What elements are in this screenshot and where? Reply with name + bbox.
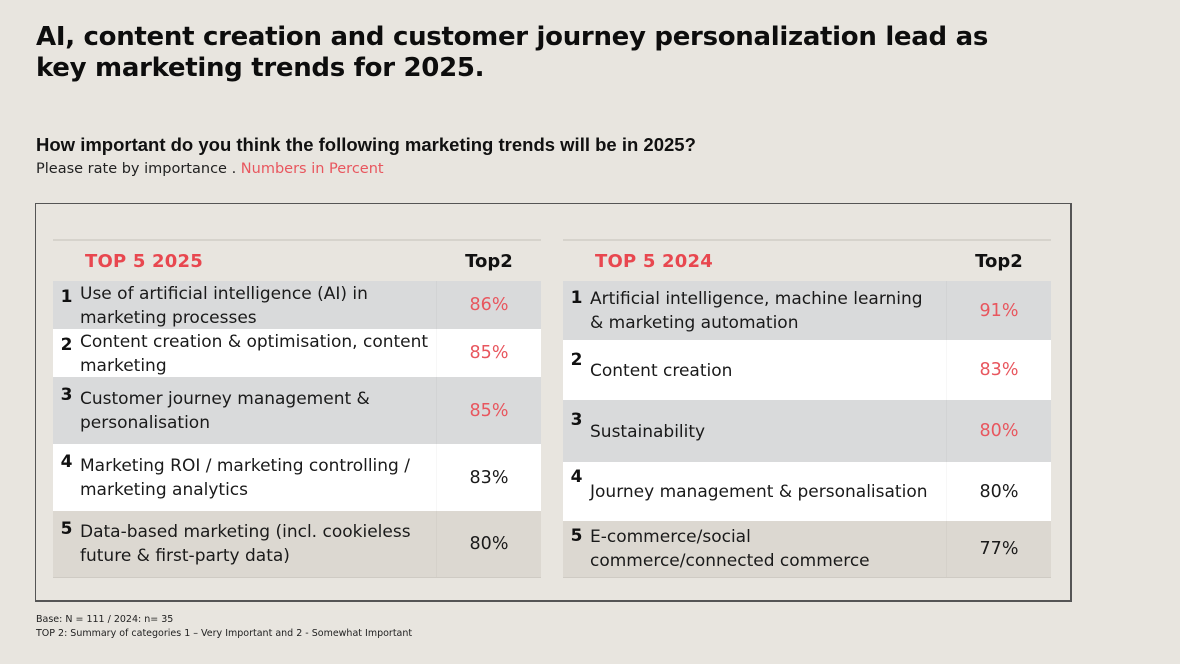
rank-number: 2 (570, 350, 583, 370)
top2-value: 91% (946, 281, 1051, 340)
trend-label: Marketing ROI / marketing controlling / … (80, 455, 410, 500)
table-row: 1 Artificial intelligence, machine learn… (563, 281, 1051, 340)
top2-footnote: TOP 2: Summary of categories 1 – Very Im… (36, 628, 413, 639)
trend-label: E-commerce/social commerce/connected com… (590, 527, 870, 571)
rank-number: 5 (570, 526, 583, 546)
trend-label: Use of artificial intelligence (AI) in m… (80, 284, 368, 328)
trend-label: Journey management & personalisation (590, 481, 928, 502)
top2-value: 85% (436, 329, 541, 377)
table-header: TOP 5 2025 Top2 (53, 239, 541, 281)
rank-number: 1 (60, 287, 73, 307)
unit-note: Numbers in Percent (240, 161, 384, 177)
tables-frame (35, 203, 1072, 602)
top2-value: 80% (946, 400, 1051, 462)
top2-value: 86% (436, 281, 541, 329)
rank-number: 3 (60, 385, 73, 405)
trend-label: Content creation (590, 361, 733, 381)
table-top5-2025: TOP 5 2025 Top2 1 Use of artificial inte… (53, 239, 541, 578)
table-row: 3 Customer journey management & personal… (53, 377, 541, 444)
table-row: 3 Sustainability 80% (563, 400, 1051, 462)
column-header-top2: Top2 (975, 250, 1023, 272)
table-top5-2024: TOP 5 2024 Top2 1 Artificial intelligenc… (563, 239, 1051, 578)
rank-number: 4 (570, 467, 583, 487)
table-header: TOP 5 2024 Top2 (563, 239, 1051, 281)
top2-value: 83% (946, 340, 1051, 400)
table-row: 2 Content creation & optimisation, conte… (53, 329, 541, 377)
table-row: 1 Use of artificial intelligence (AI) in… (53, 281, 541, 329)
trend-label: Artificial intelligence, machine learnin… (590, 288, 923, 333)
survey-question: How important do you think the following… (36, 134, 696, 155)
table-row: 5 E-commerce/social commerce/connected c… (563, 521, 1051, 578)
rank-number: 2 (60, 335, 73, 355)
top2-value: 83% (436, 444, 541, 511)
trend-label: Sustainability (590, 422, 706, 442)
trend-label: Data-based marketing (incl. cookieless f… (80, 522, 411, 566)
rank-number: 5 (60, 519, 73, 539)
top2-value: 85% (436, 377, 541, 444)
footnotes: Base: N = 111 / 2024: n= 35 TOP 2: Summa… (36, 613, 412, 641)
survey-instructions: Please rate by importance . Numbers in P… (36, 161, 384, 177)
table-row: 4 Marketing ROI / marketing controlling … (53, 444, 541, 511)
rank-number: 3 (570, 410, 583, 430)
page-title: AI, content creation and customer journe… (36, 22, 988, 83)
top2-value: 80% (436, 511, 541, 577)
table-row: 5 Data-based marketing (incl. cookieless… (53, 511, 541, 578)
base-footnote: Base: N = 111 / 2024: n= 35 (36, 614, 174, 625)
rank-number: 1 (570, 288, 583, 308)
top2-value: 77% (946, 521, 1051, 577)
instructions-text: Please rate by importance . (36, 161, 241, 177)
table-row: 4 Journey management & personalisation 8… (563, 462, 1051, 521)
column-header-top2: Top2 (465, 250, 513, 272)
top2-value: 80% (946, 462, 1051, 521)
rank-number: 4 (60, 452, 73, 472)
trend-label: Content creation & optimisation, content… (80, 332, 429, 376)
table-row: 2 Content creation 83% (563, 340, 1051, 400)
table-title: TOP 5 2024 (595, 250, 713, 272)
table-title: TOP 5 2025 (85, 250, 203, 272)
trend-label: Customer journey management & personalis… (80, 388, 370, 433)
